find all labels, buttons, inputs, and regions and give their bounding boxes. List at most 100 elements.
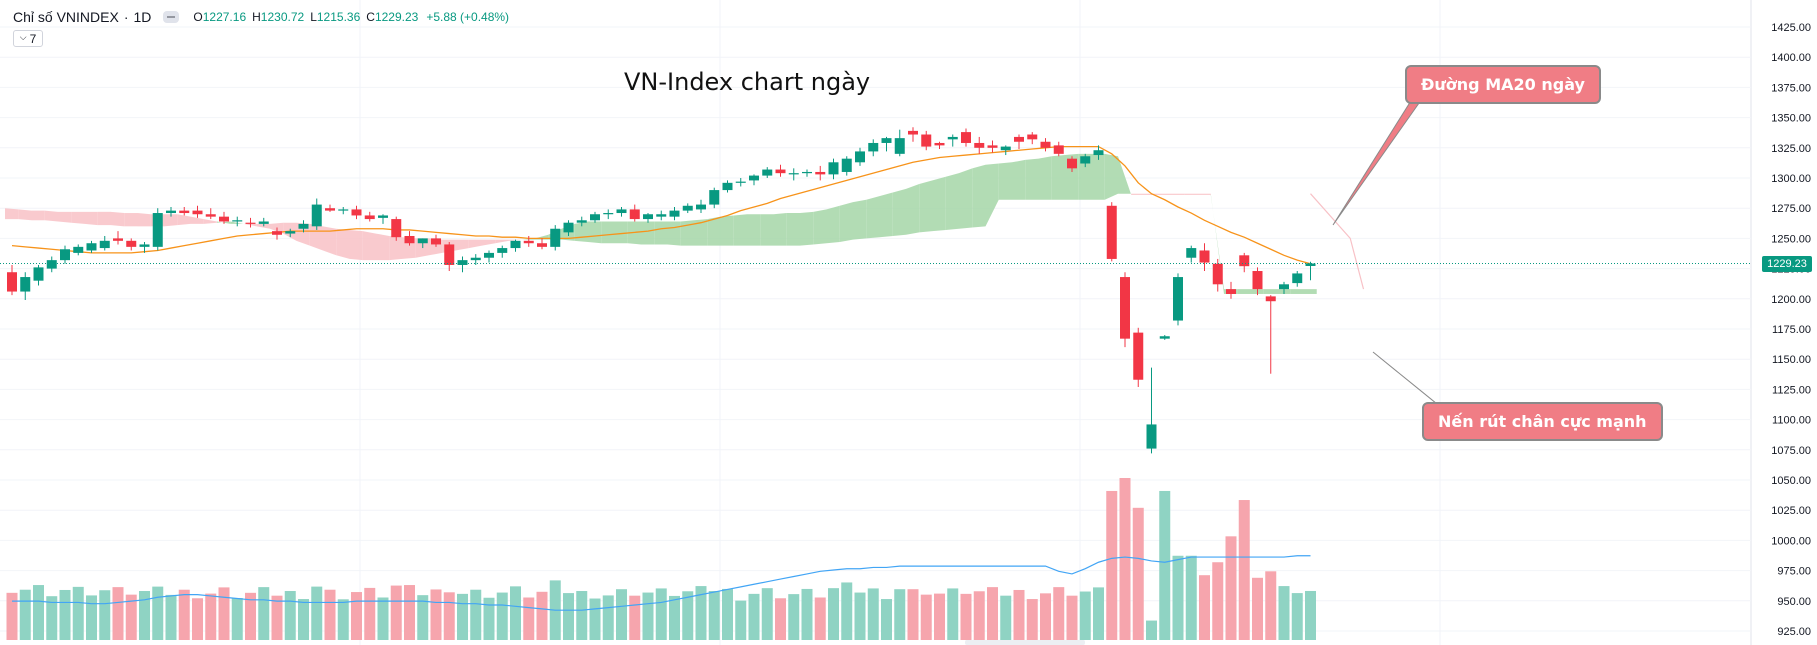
candle-body: [722, 182, 733, 191]
candle-body: [470, 257, 481, 261]
volume-bar: [271, 595, 283, 640]
ichimoku-cloud-segment: [614, 221, 628, 244]
candle-body: [298, 223, 309, 229]
ichimoku-cloud-segment: [1038, 156, 1052, 200]
volume-bar: [417, 595, 429, 640]
volume-bar: [1172, 555, 1184, 640]
volume-bar: [390, 585, 402, 640]
ichimoku-cloud-segment: [998, 162, 1012, 200]
visibility-eye-icon[interactable]: [163, 11, 180, 23]
volume-bar: [708, 591, 720, 640]
volume-bar: [1040, 593, 1051, 640]
indicators-collapse-button[interactable]: ⌵ 7: [13, 30, 43, 47]
candle-body: [523, 240, 534, 244]
ichimoku-cloud-segment: [495, 239, 509, 244]
ichimoku-cloud-segment: [336, 228, 350, 259]
interval-label[interactable]: 1D: [133, 9, 152, 25]
volume-bar: [1079, 591, 1091, 640]
candle-body: [484, 252, 494, 258]
ichimoku-cloud-segment: [455, 239, 469, 251]
ichimoku-cloud-segment: [84, 211, 98, 226]
y-tick-label: 1375.00: [1771, 82, 1811, 94]
volume-bar: [165, 594, 177, 640]
volume-bar: [125, 594, 137, 640]
volume-bar: [748, 593, 760, 640]
volume-bar: [139, 591, 150, 640]
candle-body: [934, 142, 945, 146]
volume-bar: [6, 592, 18, 640]
ma20-callout-pointer: [1332, 95, 1425, 226]
y-tick-label: 1175.00: [1772, 324, 1811, 336]
candle-body: [1133, 332, 1144, 380]
ichimoku-cloud-segment: [1237, 289, 1251, 294]
candle-body: [961, 132, 971, 143]
volume-bar: [19, 589, 31, 640]
ichimoku-cloud-segment: [124, 213, 138, 227]
volume-bar: [775, 598, 786, 640]
candle-body: [1106, 205, 1117, 259]
y-tick-label: 1125.00: [1772, 384, 1811, 396]
ichimoku-cloud-segment: [945, 173, 959, 230]
candle-body: [921, 134, 932, 147]
ichimoku-cloud-segment: [164, 214, 178, 227]
ichimoku-cloud-segment: [800, 211, 814, 246]
ichimoku-cloud-segment: [111, 211, 125, 227]
candle-body: [152, 213, 163, 247]
volume-bar: [324, 589, 336, 640]
candle-body: [1265, 296, 1276, 302]
candle-body: [1305, 263, 1316, 266]
ma20-callout[interactable]: Đường MA20 ngày: [1405, 65, 1601, 104]
candle-body: [762, 169, 773, 176]
ichimoku-cloud-segment: [1025, 158, 1039, 200]
candle-body: [709, 190, 720, 205]
ichimoku-cloud-segment: [932, 176, 946, 232]
wick-callout[interactable]: Nến rút chân cực mạnh: [1422, 402, 1663, 441]
candle-body: [1186, 248, 1197, 258]
y-tick-label: 1425.00: [1771, 22, 1811, 34]
symbol-name[interactable]: Chỉ số VNINDEX: [13, 9, 119, 25]
candle-body: [1173, 277, 1183, 321]
ichimoku-cloud-segment: [813, 209, 827, 245]
ichimoku-cloud-segment: [1157, 193, 1171, 195]
candle-body: [802, 171, 812, 174]
ichimoku-cloud-segment: [18, 209, 32, 221]
volume-bar: [46, 596, 58, 640]
volume-bar: [404, 585, 415, 640]
low-value: L1215.36: [310, 10, 361, 24]
volume-bar: [867, 588, 879, 640]
y-tick-label: 1100.00: [1772, 415, 1811, 427]
volume-bar: [59, 589, 71, 640]
ichimoku-cloud-segment: [1118, 156, 1132, 195]
candle-body: [33, 267, 44, 281]
high-value: H1230.72: [252, 10, 305, 24]
ichimoku-cloud-segment: [733, 214, 747, 246]
candle-body: [682, 205, 693, 211]
candle-body: [258, 221, 269, 224]
candle-body: [1027, 134, 1038, 140]
indicator-count: 7: [29, 31, 37, 46]
y-tick-label: 1400.00: [1771, 52, 1811, 64]
close-value: C1229.23: [366, 10, 419, 24]
candle-body: [1279, 284, 1289, 290]
candle-body: [1146, 424, 1157, 449]
candle-body: [1067, 158, 1077, 169]
volume-bar: [801, 588, 813, 640]
volume-bar: [245, 592, 256, 640]
ichimoku-cloud-segment: [588, 221, 602, 244]
chevron-down-icon: ⌵: [19, 32, 27, 42]
volume-bar: [284, 591, 296, 640]
volume-bar: [523, 597, 535, 640]
candle-body: [232, 220, 243, 222]
ichimoku-cloud-segment: [786, 213, 800, 246]
y-tick-label: 950.00: [1777, 596, 1811, 608]
candle-body: [537, 243, 547, 247]
volume-bar: [1291, 593, 1303, 640]
volume-bar: [205, 593, 217, 640]
candle-body: [1226, 289, 1236, 294]
candle-body: [1292, 273, 1303, 284]
y-tick-label: 1000.00: [1771, 535, 1811, 547]
candle-body: [219, 216, 229, 222]
y-tick-label: 1325.00: [1771, 143, 1811, 155]
